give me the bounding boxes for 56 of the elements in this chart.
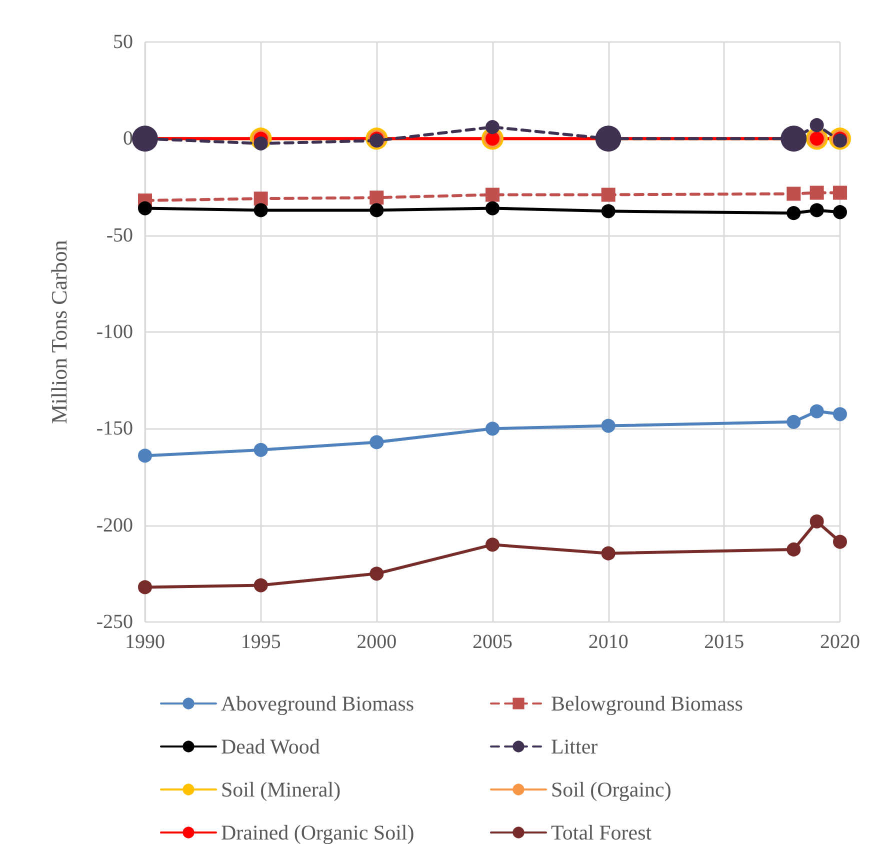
point	[370, 435, 384, 450]
legend-label: Soil (Mineral)	[221, 778, 341, 802]
point	[833, 186, 847, 200]
point	[810, 203, 824, 218]
point	[254, 192, 268, 206]
point	[601, 204, 616, 218]
point	[833, 407, 847, 422]
point	[254, 442, 268, 457]
legend-label: Dead Wood	[221, 734, 320, 758]
legend-label: Soil (Orgainc)	[551, 778, 672, 802]
legend-label: Aboveground Biomass	[221, 692, 414, 716]
x-tick-label: 1995	[240, 631, 281, 653]
point	[786, 414, 801, 429]
point	[486, 188, 500, 202]
point	[786, 542, 801, 556]
point	[833, 534, 847, 549]
legend-label: Belowground Biomass	[551, 692, 743, 716]
point	[370, 566, 384, 581]
point	[786, 186, 801, 201]
x-tick-label: 2000	[356, 631, 397, 653]
y-tick-label: -200	[96, 514, 133, 536]
y-tick-label: -150	[96, 418, 133, 440]
y-axis-title: Million Tons Carbon	[46, 240, 72, 424]
point	[138, 201, 152, 216]
y-tick-label: 50	[113, 31, 133, 53]
legend-label: Total Forest	[551, 820, 652, 844]
y-tick-label: -250	[96, 611, 133, 633]
x-tick-label: 2010	[588, 631, 628, 653]
point	[833, 205, 847, 220]
x-tick-label: 2005	[472, 631, 512, 653]
point	[138, 448, 152, 463]
x-tick-label: 2015	[704, 631, 744, 653]
x-tick-label: 2020	[820, 631, 860, 653]
point	[810, 404, 824, 418]
y-tick-label: -50	[106, 224, 133, 246]
point	[138, 580, 152, 594]
point	[601, 546, 616, 560]
point	[254, 203, 268, 218]
point	[486, 538, 500, 552]
point	[486, 201, 500, 216]
y-tick-label: 0	[123, 128, 133, 150]
point	[601, 188, 616, 202]
point	[810, 514, 824, 528]
point	[810, 118, 824, 132]
point	[370, 203, 384, 218]
point	[254, 578, 268, 592]
point	[601, 418, 616, 433]
point	[370, 190, 384, 205]
point	[486, 120, 500, 134]
point	[486, 422, 500, 436]
y-tick-label: -100	[96, 321, 133, 343]
legend-label: Drained (Organic Soil)	[221, 820, 414, 844]
point	[786, 206, 801, 220]
legend-label: Litter	[551, 734, 598, 758]
point	[810, 186, 824, 200]
x-tick-label: 1990	[125, 631, 165, 653]
